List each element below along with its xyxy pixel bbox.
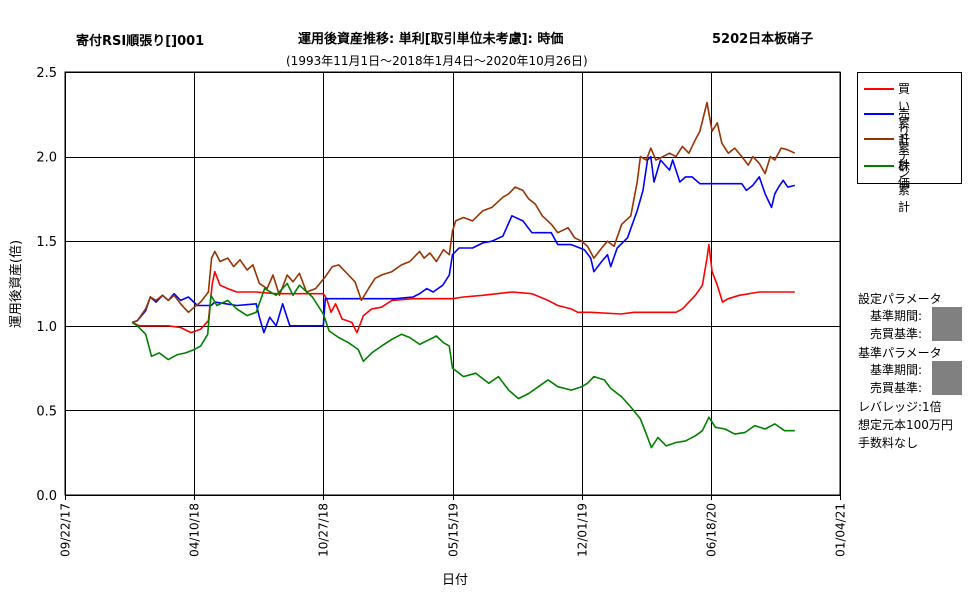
x-tick-label: 12/01/19 xyxy=(576,503,590,557)
fee-text: 手数料なし xyxy=(858,436,919,450)
chart-subtitle: (1993年11月1日～2018年1月4日～2020年10月26日) xyxy=(286,54,588,68)
legend: 買い累計 売り累計 ドテン累計 株価 xyxy=(857,72,962,214)
legend-swatch-sell xyxy=(864,113,894,115)
plot-area xyxy=(64,71,841,496)
series-line-2 xyxy=(131,101,796,324)
axes: 0.0 0.5 1.0 1.5 2.0 2.5 09/22/17 04/10/18 10/27/… xyxy=(36,66,847,557)
y-tick-label: 1.5 xyxy=(36,235,57,250)
y-tick-label: 2.0 xyxy=(36,151,57,166)
setting-period: 基準期間: xyxy=(870,309,923,323)
x-tick-label: 04/10/18 xyxy=(188,503,202,557)
series-lines xyxy=(131,101,796,449)
base-params-mask xyxy=(932,361,962,395)
leverage-text: レバレッジ:1倍 xyxy=(858,400,942,414)
series-line-1 xyxy=(131,155,795,334)
legend-swatch-buy xyxy=(864,88,894,90)
base-params-header: 基準パラメータ xyxy=(858,346,942,360)
y-tick-label: 0.5 xyxy=(36,404,57,419)
x-axis-label: 日付 xyxy=(442,573,468,588)
stock-name: 5202日本板硝子 xyxy=(712,32,814,47)
base-period: 基準期間: xyxy=(870,363,923,377)
series-line-0 xyxy=(131,243,795,334)
x-tick-label: 01/04/21 xyxy=(834,503,848,557)
y-tick-label: 0.0 xyxy=(36,489,57,504)
x-tick-label: 09/22/17 xyxy=(59,503,73,557)
legend-label-sell: 売り累計 xyxy=(898,107,911,172)
y-axis-label: 運用後資産(倍) xyxy=(8,240,24,328)
legend-label-buy: 買い累計 xyxy=(898,82,911,147)
x-tick-label: 10/27/18 xyxy=(317,503,331,557)
base-trade: 売買基準: xyxy=(870,381,923,395)
chart-title: 運用後資産推移: 単利[取引単位未考慮]: 時価 xyxy=(298,32,564,47)
capital-text: 想定元本100万円 xyxy=(858,418,953,432)
legend-swatch-doten xyxy=(864,138,894,140)
x-tick-label: 06/18/20 xyxy=(705,503,719,557)
legend-label-doten: ドテン累計 xyxy=(898,132,911,214)
y-tick-label: 2.5 xyxy=(36,66,57,81)
series-line-3 xyxy=(131,282,795,449)
setting-trade: 売買基準: xyxy=(870,327,923,341)
legend-swatch-price xyxy=(864,165,894,167)
legend-label-price: 株価 xyxy=(898,159,911,190)
x-tick-label: 05/15/19 xyxy=(447,503,461,557)
setting-params-header: 設定パラメータ xyxy=(858,292,942,306)
grid-lines xyxy=(64,71,841,500)
y-tick-label: 1.0 xyxy=(36,320,57,335)
chart-title-left: 寄付RSI順張り[]001 xyxy=(76,34,205,49)
setting-params-mask xyxy=(932,307,962,341)
